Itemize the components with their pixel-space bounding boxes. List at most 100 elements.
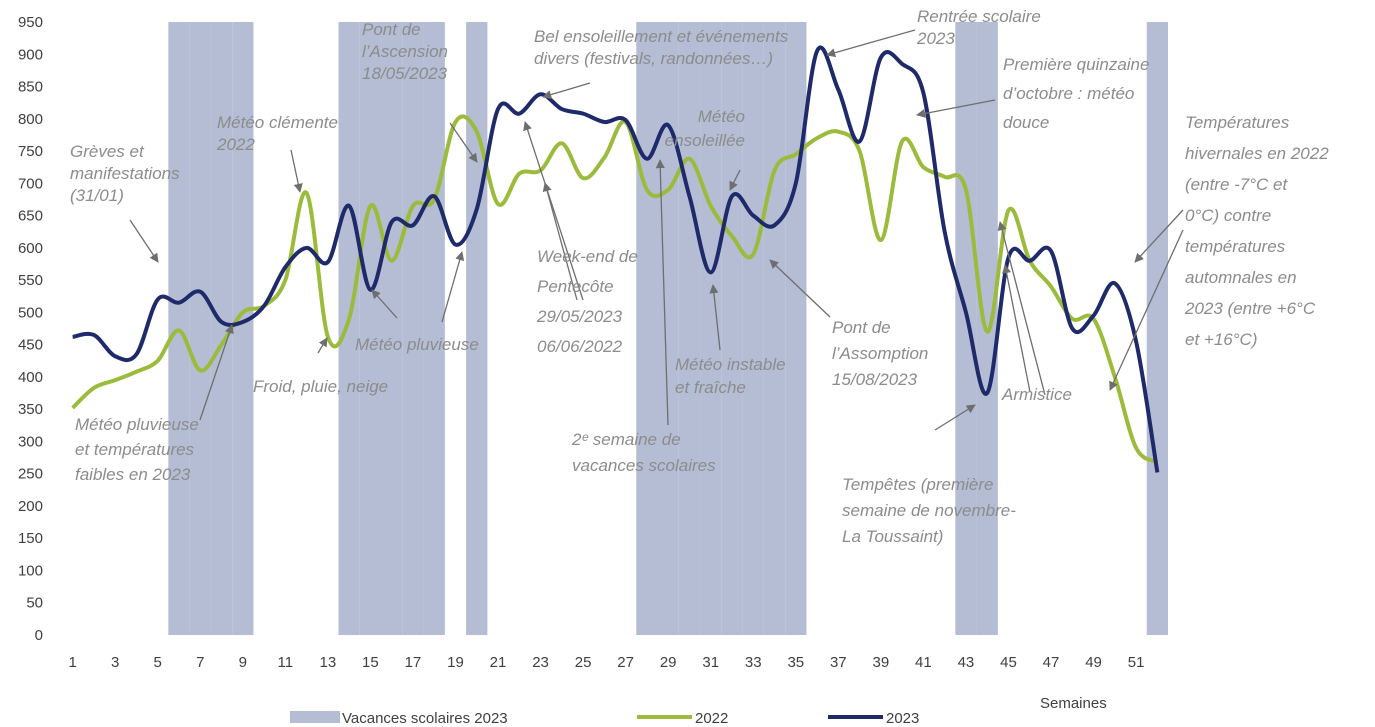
annotation-arrow	[290, 149, 303, 193]
annotation-arrow	[709, 284, 721, 351]
x-tick-label: 1	[68, 654, 76, 671]
annotation-arrow	[129, 219, 159, 263]
legend-label: 2022	[695, 710, 728, 727]
annotation-arrow	[729, 169, 741, 191]
annotation-arrow	[1134, 209, 1184, 263]
y-tick-label: 350	[18, 401, 43, 418]
annotation: Rentrée scolaire 2023	[916, 7, 1041, 48]
annotation-arrow	[542, 82, 591, 100]
annotation-arrow	[997, 221, 1046, 396]
annotation-arrow	[826, 29, 916, 58]
x-tick-label: 25	[575, 654, 592, 671]
x-tick-label: 27	[617, 654, 634, 671]
annotation: Météo clémente 2022	[216, 113, 338, 154]
vacation-bar	[423, 22, 445, 635]
x-tick-label: 21	[490, 654, 507, 671]
y-tick-label: 550	[18, 272, 43, 289]
annotation-arrow	[317, 337, 328, 354]
annotation: Froid, pluie, neige	[253, 377, 388, 396]
vacation-bar	[700, 22, 722, 635]
y-tick-label: 850	[18, 79, 43, 96]
annotation-arrow	[655, 159, 669, 426]
y-tick-label: 250	[18, 466, 43, 483]
annotation-arrow	[916, 99, 996, 118]
y-tick-label: 500	[18, 304, 43, 321]
x-tick-label: 41	[915, 654, 932, 671]
x-tick-label: 5	[154, 654, 162, 671]
x-tick-label: 17	[405, 654, 422, 671]
annotation-arrow	[934, 404, 976, 431]
x-tick-label: 9	[239, 654, 247, 671]
vacation-bar	[466, 22, 488, 635]
x-tick-label: 3	[111, 654, 119, 671]
vacation-bar	[381, 22, 403, 635]
x-tick-label: 7	[196, 654, 204, 671]
legend-swatch	[290, 711, 340, 723]
annotation: Grèves et manifestations (31/01)	[70, 142, 180, 205]
annotation: Météo pluvieuse et températures faibles en…	[75, 415, 199, 484]
x-tick-label: 37	[830, 654, 847, 671]
annotation-arrow	[769, 259, 831, 318]
annotation: Première quinzaine d’octobre : météo douce	[1003, 55, 1149, 132]
y-tick-label: 100	[18, 562, 43, 579]
legend-label: 2023	[886, 710, 919, 727]
x-tick-label: 35	[787, 654, 804, 671]
legend-label: Vacances scolaires 2023	[342, 710, 508, 727]
annotation-arrow	[523, 121, 584, 301]
vacation-bar	[338, 22, 360, 635]
annotation: Armistice	[1001, 385, 1072, 404]
vacation-bar	[657, 22, 679, 635]
x-tick-label: 49	[1085, 654, 1102, 671]
x-tick-label: 45	[1000, 654, 1017, 671]
y-tick-label: 400	[18, 369, 43, 386]
annotation: Météo ensoleillée	[665, 107, 745, 150]
y-tick-label: 950	[18, 14, 43, 31]
annotation-arrow	[441, 251, 465, 323]
x-tick-label: 11	[278, 654, 294, 671]
x-tick-label: 19	[447, 654, 464, 671]
y-tick-label: 50	[26, 595, 43, 612]
x-axis-label: Semaines	[1040, 695, 1107, 712]
annotation: Pont de l’Assomption 15/08/2023	[832, 318, 928, 389]
x-tick-label: 15	[362, 654, 379, 671]
annotation-arrow	[542, 182, 578, 301]
annotation-arrow	[1002, 264, 1031, 393]
y-tick-label: 0	[35, 627, 43, 644]
x-tick-label: 31	[702, 654, 719, 671]
annotation-arrow	[449, 122, 478, 163]
y-tick-label: 150	[18, 530, 43, 547]
annotation: Tempêtes (première semaine de novembre-La…	[842, 475, 1016, 546]
x-tick-label: 33	[745, 654, 762, 671]
vacation-bar	[359, 22, 382, 635]
annotation: Météo instable et fraîche	[675, 355, 786, 397]
y-tick-label: 600	[18, 240, 43, 257]
annotation: Bel ensoleillement et événements divers (…	[534, 27, 789, 68]
annotation: 2ᵉ semaine de vacances scolaires	[571, 430, 716, 475]
y-tick-label: 450	[18, 337, 43, 354]
annotation: Météo pluvieuse	[355, 335, 479, 354]
y-tick-label: 900	[18, 46, 43, 63]
x-tick-label: 39	[873, 654, 890, 671]
vacation-bar	[189, 22, 211, 635]
x-tick-label: 29	[660, 654, 677, 671]
y-tick-label: 200	[18, 498, 43, 515]
x-tick-label: 43	[958, 654, 975, 671]
annotation: Week-end de Pentecôte 29/05/2023 06/06/2022	[536, 247, 638, 356]
vacation-bar	[742, 22, 764, 635]
annotation-arrow	[371, 289, 398, 319]
annotation: Pont de l’Ascension 18/05/2023	[362, 20, 448, 83]
y-tick-label: 650	[18, 208, 43, 225]
y-tick-label: 800	[18, 111, 43, 128]
x-tick-label: 51	[1128, 654, 1145, 671]
vacation-bar	[636, 22, 658, 635]
vacation-bar	[210, 22, 233, 635]
annotation-arrow	[1109, 229, 1184, 391]
vacation-bar	[1146, 22, 1168, 635]
y-tick-label: 750	[18, 143, 43, 160]
vacation-bar	[763, 22, 786, 635]
vacation-bar	[785, 22, 807, 635]
y-tick-label: 300	[18, 433, 43, 450]
x-tick-label: 47	[1043, 654, 1060, 671]
vacation-bar	[955, 22, 977, 635]
